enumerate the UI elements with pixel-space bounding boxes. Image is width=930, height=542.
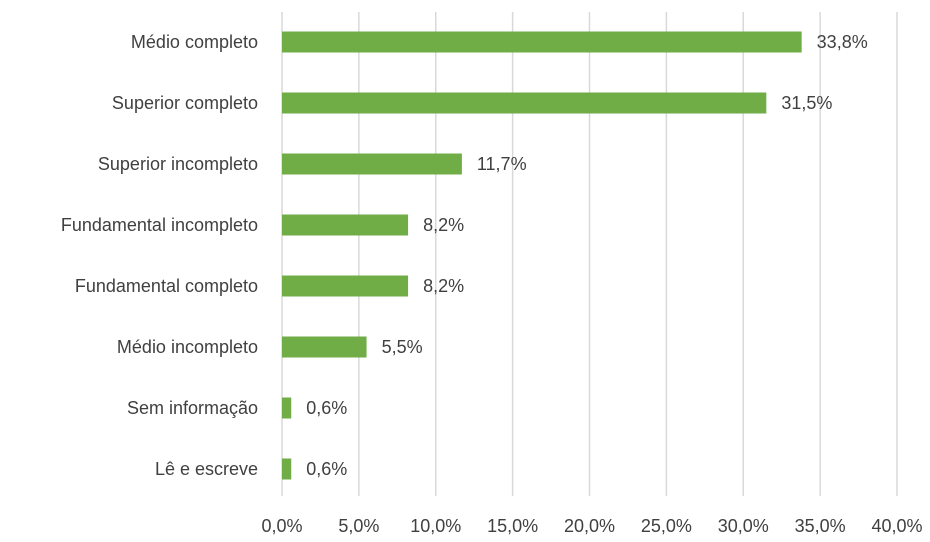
data-label: 11,7% bbox=[477, 154, 527, 174]
data-label: 8,2% bbox=[423, 276, 464, 296]
x-tick-label: 15,0% bbox=[487, 516, 538, 536]
category-label: Médio completo bbox=[131, 32, 258, 52]
bar bbox=[282, 458, 292, 480]
bar bbox=[282, 31, 802, 53]
x-tick-label: 25,0% bbox=[641, 516, 692, 536]
category-label: Superior completo bbox=[112, 93, 258, 113]
data-label: 33,8% bbox=[817, 32, 868, 52]
x-tick-label: 20,0% bbox=[564, 516, 615, 536]
data-labels: 33,8% 31,5% 11,7% 8,2% 8,2% 5,5% 0,6% 0,6% bbox=[306, 32, 867, 479]
x-tick-label: 30,0% bbox=[718, 516, 769, 536]
category-label: Fundamental incompleto bbox=[61, 215, 258, 235]
category-label: Superior incompleto bbox=[98, 154, 258, 174]
data-label: 0,6% bbox=[306, 459, 347, 479]
data-label: 31,5% bbox=[781, 93, 832, 113]
category-label: Lê e escreve bbox=[155, 459, 258, 479]
data-label: 8,2% bbox=[423, 215, 464, 235]
x-tick-label: 10,0% bbox=[410, 516, 461, 536]
bar bbox=[282, 336, 367, 358]
gridlines bbox=[281, 12, 898, 496]
category-labels: Médio completo Superior completo Superior … bbox=[61, 32, 258, 479]
x-tick-label: 5,0% bbox=[338, 516, 379, 536]
x-tick-label: 40,0% bbox=[871, 516, 922, 536]
x-tick-label: 35,0% bbox=[795, 516, 846, 536]
bar bbox=[282, 153, 462, 175]
x-tick-label: 0,0% bbox=[261, 516, 302, 536]
bar bbox=[282, 397, 292, 419]
data-label: 0,6% bbox=[306, 398, 347, 418]
category-label: Fundamental completo bbox=[75, 276, 258, 296]
x-axis-tick-labels: 0,0% 5,0% 10,0% 15,0% 20,0% 25,0% 30,0% 35,0% 40… bbox=[261, 516, 922, 536]
bars bbox=[282, 31, 802, 480]
bar bbox=[282, 275, 409, 297]
category-label: Médio incompleto bbox=[117, 337, 258, 357]
bar bbox=[282, 92, 767, 114]
data-label: 5,5% bbox=[382, 337, 423, 357]
category-label: Sem informação bbox=[127, 398, 258, 418]
bar bbox=[282, 214, 409, 236]
